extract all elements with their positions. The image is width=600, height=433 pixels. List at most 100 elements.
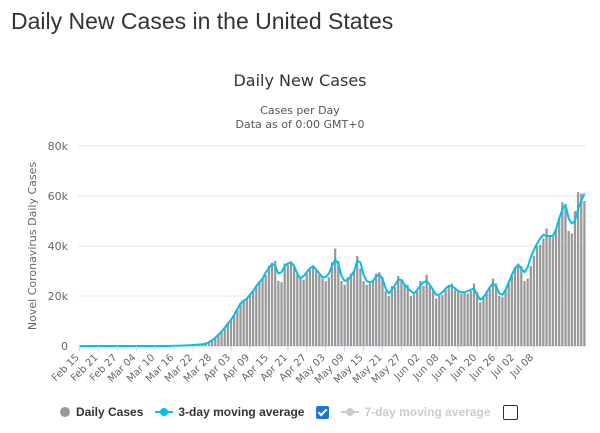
bar <box>438 296 441 346</box>
bar <box>472 283 476 346</box>
bar <box>327 277 330 346</box>
bar <box>321 278 324 346</box>
legend-ma3[interactable]: 3-day moving average <box>155 405 304 419</box>
bar <box>570 233 573 346</box>
bar <box>498 296 501 346</box>
bar <box>207 342 211 346</box>
line-marker-icon <box>155 407 174 417</box>
y-tick-label: 80k <box>48 140 69 153</box>
bar <box>548 236 551 346</box>
legend-ma7-label: 7-day moving average <box>364 405 491 419</box>
bar <box>583 201 586 346</box>
bar <box>466 293 469 346</box>
bar <box>460 293 463 346</box>
bar <box>375 273 378 346</box>
bar <box>318 274 321 346</box>
bar <box>349 273 353 346</box>
bar <box>450 283 454 346</box>
bar <box>277 281 280 346</box>
bar <box>463 292 466 346</box>
bar <box>434 298 438 346</box>
bar <box>233 314 236 346</box>
bar <box>397 276 400 346</box>
bar <box>214 337 217 346</box>
legend-ma3-label: 3-day moving average <box>178 405 305 419</box>
bar <box>255 286 258 346</box>
bar <box>576 192 580 346</box>
bar <box>561 202 564 346</box>
bar <box>381 277 384 346</box>
bar <box>488 288 491 346</box>
bar <box>409 296 413 346</box>
bar <box>334 248 337 346</box>
legend-daily-cases[interactable]: Daily Cases <box>60 405 143 419</box>
y-tick-label: 40k <box>48 240 69 253</box>
bar <box>346 277 349 346</box>
bar <box>393 287 397 346</box>
bar <box>573 211 577 346</box>
bar <box>491 278 495 346</box>
bar <box>580 193 583 346</box>
bar <box>539 244 542 346</box>
ma7-checkbox[interactable] <box>502 404 518 420</box>
bar <box>296 274 299 346</box>
bar <box>245 298 248 346</box>
bar <box>248 294 252 346</box>
bar <box>504 289 507 346</box>
bar <box>482 297 485 346</box>
bar <box>204 343 207 346</box>
bar <box>403 283 406 346</box>
ma3-checkbox[interactable] <box>316 405 330 419</box>
bar <box>311 266 315 346</box>
bar <box>286 264 289 346</box>
bar <box>283 263 286 346</box>
bar <box>378 272 381 346</box>
bar <box>551 237 555 346</box>
bar <box>554 228 558 346</box>
bar <box>220 332 223 346</box>
bar <box>261 278 264 346</box>
bar <box>217 334 220 346</box>
bar <box>308 269 312 346</box>
page-title: Daily New Cases in the United States <box>11 8 394 34</box>
bar <box>535 246 539 346</box>
y-tick-label: 0 <box>61 340 68 353</box>
bar <box>501 297 504 346</box>
legend-ma7[interactable]: 7-day moving average <box>341 405 491 419</box>
bar <box>532 256 536 346</box>
bar <box>359 268 362 346</box>
bar <box>239 303 242 346</box>
bar <box>457 291 460 346</box>
ma3-line <box>79 193 586 347</box>
bar <box>280 282 283 346</box>
bar <box>210 339 214 346</box>
bar <box>476 292 479 346</box>
bar <box>293 267 296 346</box>
bar <box>453 289 457 346</box>
y-tick-label: 60k <box>48 190 69 203</box>
bar <box>356 256 359 346</box>
bar <box>371 281 375 346</box>
bar <box>274 261 277 346</box>
bar <box>330 262 334 346</box>
bar <box>315 269 318 346</box>
bar <box>507 282 510 346</box>
bar <box>425 274 428 346</box>
bar <box>242 299 245 346</box>
bar <box>390 286 394 346</box>
bar <box>305 273 308 346</box>
bar <box>513 267 517 346</box>
bar <box>343 284 346 346</box>
bar <box>226 323 230 346</box>
bar <box>520 266 523 346</box>
bar <box>526 278 529 346</box>
line-marker-icon <box>341 407 360 417</box>
bar <box>406 284 409 346</box>
bar <box>485 291 488 346</box>
y-tick-label: 20k <box>48 290 69 303</box>
bar <box>558 218 561 346</box>
bar <box>258 281 261 346</box>
bar <box>564 208 567 346</box>
bar-series <box>169 192 586 346</box>
